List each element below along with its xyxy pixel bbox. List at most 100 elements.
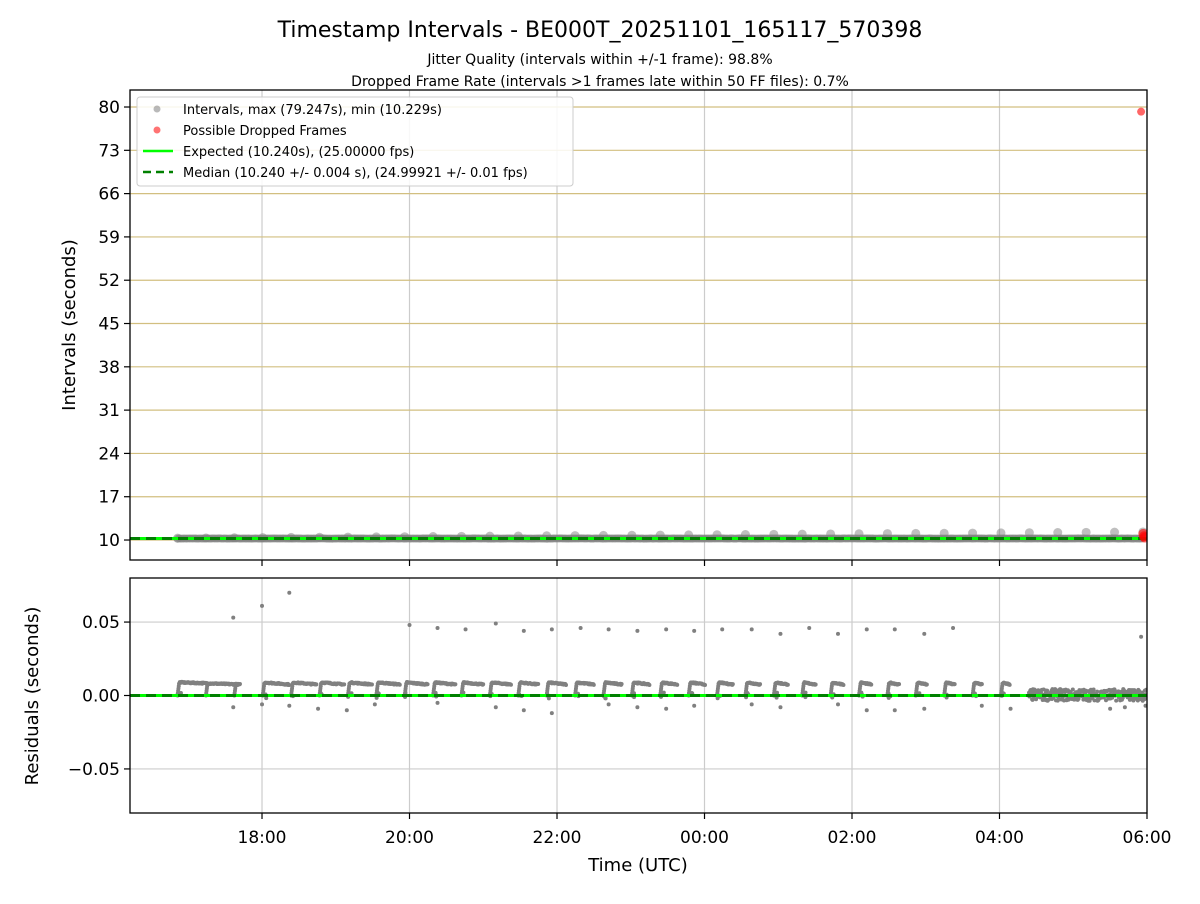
residual-point (813, 682, 818, 687)
residual-point (869, 682, 874, 687)
residual-point (635, 628, 640, 633)
interval-peak-point (911, 528, 921, 538)
x-tick-label: 00:00 (680, 828, 729, 848)
residual-point (1112, 688, 1117, 693)
residual-point (287, 682, 292, 687)
residual-point (664, 706, 669, 711)
interval-peak-point (826, 529, 836, 539)
interval-peak-point (769, 529, 779, 539)
residual-point (635, 705, 640, 710)
residual-point (481, 682, 486, 687)
residual-point (1008, 706, 1013, 711)
residual-point (692, 628, 697, 633)
residual-point (237, 682, 242, 687)
y-tick-label: 66 (98, 185, 120, 205)
residual-point (979, 703, 984, 708)
residual-point (661, 690, 666, 695)
residual-point (344, 708, 349, 713)
y-tick-label: 0.00 (82, 687, 120, 707)
residual-point (1143, 703, 1147, 708)
residual-point (316, 706, 321, 711)
y-tick-label: 59 (98, 228, 120, 248)
interval-peak-point (996, 528, 1006, 538)
residual-point (715, 696, 720, 701)
residual-point (372, 702, 377, 707)
residual-point (546, 696, 551, 701)
plot-frame (129, 577, 1148, 814)
residual-point (260, 702, 265, 707)
residual-point (231, 705, 236, 710)
interval-peak-point (371, 532, 381, 542)
residual-point (803, 690, 808, 695)
residual-point (287, 703, 292, 708)
interval-peak-point (740, 530, 750, 540)
residual-point (1070, 687, 1075, 692)
chart-subtitle-dropped: Dropped Frame Rate (intervals >1 frames … (351, 74, 849, 90)
y-tick-label: −0.05 (68, 760, 120, 780)
residual-point (264, 696, 269, 701)
y-tick-label: 38 (98, 358, 120, 378)
residual-point (730, 682, 735, 687)
residual-point (549, 627, 554, 632)
residual-point (287, 590, 292, 595)
residual-point (619, 682, 624, 687)
residual-point (205, 681, 210, 686)
residual-point (606, 627, 611, 632)
residual-point (536, 682, 541, 687)
residual-point (233, 681, 238, 686)
residual-point (425, 682, 430, 687)
residual-point (647, 683, 652, 688)
residual-point (435, 625, 440, 630)
residual-point (231, 615, 236, 620)
residual-points (130, 590, 1147, 716)
residual-point (778, 631, 783, 636)
y-tick-label: 52 (98, 271, 120, 291)
residual-point (564, 682, 569, 687)
interval-peak-point (882, 529, 892, 539)
residual-point (1045, 688, 1050, 693)
residual-point (720, 627, 725, 632)
residual-point (460, 690, 465, 695)
residual-point (778, 705, 783, 710)
dropped-frame-point (1139, 532, 1147, 543)
legend-label-0: Intervals, max (79.247s), min (10.229s) (183, 103, 442, 118)
interval-peak-point (797, 529, 807, 539)
residual-point (922, 706, 927, 711)
residual-point (493, 621, 498, 626)
residual-point (1139, 634, 1144, 639)
x-tick-label: 06:00 (1123, 828, 1172, 848)
residual-point (749, 702, 754, 707)
y-tick-label: 10 (98, 531, 120, 551)
y-tick-label: 17 (98, 488, 120, 508)
residual-point (591, 682, 596, 687)
interval-peak-point (939, 528, 949, 538)
residual-point (1091, 687, 1096, 692)
plot-frame (129, 89, 1148, 561)
interval-peak-point (854, 529, 864, 539)
residual-point (369, 682, 374, 687)
legend-label-2: Expected (10.240s), (25.00000 fps) (183, 145, 414, 160)
residual-point (403, 690, 408, 695)
residual-point (952, 682, 957, 687)
residual-point (435, 700, 440, 705)
y-tick-label: 73 (98, 141, 120, 161)
bottom-y-axis-label: Residuals (seconds) (22, 607, 43, 786)
residual-point (521, 628, 526, 633)
x-tick-label: 02:00 (828, 828, 877, 848)
residual-point (493, 705, 498, 710)
residual-point (835, 631, 840, 636)
legend-box (136, 96, 574, 187)
x-tick-label: 20:00 (385, 828, 434, 848)
residual-point (260, 603, 265, 608)
residual-point (521, 708, 526, 713)
residuals-panel: 18:00 20:00 22:00 00:00 02:00 04:00 06:00 0.05 0… (68, 577, 1172, 848)
residual-point (675, 682, 680, 687)
interval-peak-point (1024, 528, 1034, 538)
residual-point (407, 623, 412, 627)
intervals-panel: 10 17 24 31 38 45 52 59 66 73 80 (98, 89, 1148, 566)
interval-peak-point (1110, 527, 1120, 537)
residual-point (892, 627, 897, 632)
residual-point (692, 703, 697, 708)
residual-point (1122, 705, 1127, 710)
residual-point (664, 627, 669, 632)
